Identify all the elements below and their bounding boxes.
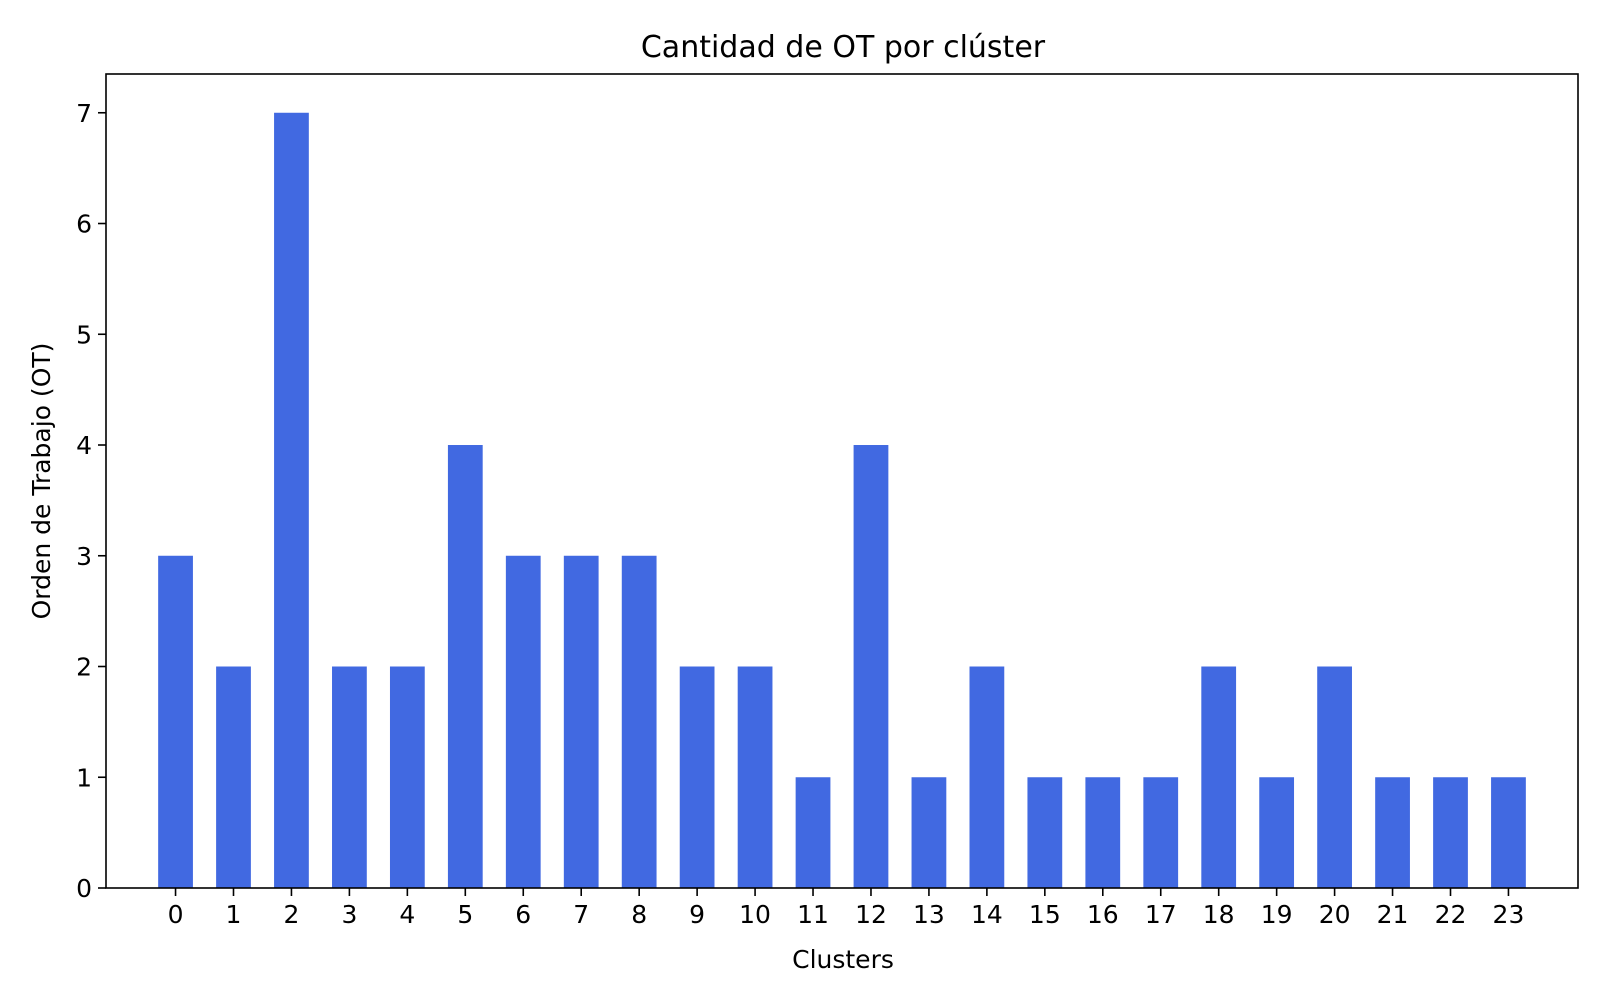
- x-tick-label: 22: [1435, 900, 1467, 929]
- bar-cluster-17: [1143, 777, 1179, 888]
- x-tick-label: 3: [341, 900, 357, 929]
- bar-cluster-23: [1491, 777, 1526, 888]
- bar-cluster-6: [505, 555, 541, 888]
- bar-cluster-9: [679, 666, 715, 888]
- bar-cluster-18: [1201, 666, 1237, 888]
- x-tick-label: 1: [226, 900, 242, 929]
- x-tick-label: 20: [1319, 900, 1351, 929]
- x-tick-label: 21: [1377, 900, 1409, 929]
- y-tick-label: 1: [76, 763, 92, 792]
- bar-cluster-5: [447, 445, 483, 888]
- bar-cluster-2: [274, 112, 309, 888]
- bar-cluster-15: [1027, 777, 1063, 888]
- bar-cluster-8: [621, 555, 657, 888]
- x-tick-label: 15: [1029, 900, 1061, 929]
- x-tick-label: 13: [913, 900, 945, 929]
- x-tick-label: 23: [1493, 900, 1525, 929]
- x-tick-label: 5: [457, 900, 473, 929]
- x-tick-label: 0: [168, 900, 184, 929]
- bar-cluster-16: [1085, 777, 1121, 888]
- chart-title: Cantidad de OT por clúster: [641, 30, 1046, 65]
- x-tick-label: 10: [739, 900, 771, 929]
- bar-cluster-12: [853, 445, 889, 888]
- x-axis: 0 1 2 3 4 5 6 7 8 9 10 11 12 13 14 15 16 17 18 19 20 21 22 23: [168, 888, 1525, 929]
- bar-cluster-0: [158, 555, 193, 888]
- bar-cluster-1: [216, 666, 251, 888]
- x-tick-label: 18: [1203, 900, 1235, 929]
- x-tick-label: 11: [797, 900, 829, 929]
- bar-cluster-10: [737, 666, 773, 888]
- x-tick-label: 9: [689, 900, 705, 929]
- plot-area-frame: [105, 73, 1579, 889]
- bars-layer: [158, 112, 1526, 888]
- y-tick-label: 7: [76, 99, 92, 128]
- y-tick-label: 5: [76, 320, 92, 349]
- bar-cluster-3: [332, 666, 367, 888]
- x-tick-label: 19: [1261, 900, 1293, 929]
- bar-cluster-22: [1433, 777, 1468, 888]
- bar-cluster-19: [1259, 777, 1295, 888]
- x-tick-label: 8: [631, 900, 647, 929]
- bar-cluster-21: [1375, 777, 1410, 888]
- x-axis-label: Clusters: [792, 945, 894, 974]
- bar-cluster-13: [911, 777, 947, 888]
- bar-cluster-11: [795, 777, 831, 888]
- y-tick-label: 4: [76, 431, 92, 460]
- x-tick-label: 16: [1087, 900, 1119, 929]
- x-tick-label: 12: [855, 900, 887, 929]
- x-tick-label: 4: [399, 900, 415, 929]
- x-tick-label: 17: [1145, 900, 1177, 929]
- y-tick-label: 0: [76, 874, 92, 903]
- bar-cluster-4: [389, 666, 425, 888]
- x-tick-label: 7: [573, 900, 589, 929]
- y-tick-label: 2: [76, 653, 92, 682]
- y-axis: 0 1 2 3 4 5 6 7: [76, 99, 106, 903]
- x-tick-label: 2: [283, 900, 299, 929]
- x-tick-label: 14: [971, 900, 1003, 929]
- y-axis-label: Orden de Trabajo (OT): [27, 343, 56, 620]
- bar-cluster-7: [563, 555, 599, 888]
- bar-cluster-20: [1317, 666, 1352, 888]
- y-tick-label: 3: [76, 542, 92, 571]
- y-tick-label: 6: [76, 210, 92, 239]
- x-tick-label: 6: [515, 900, 531, 929]
- bar-cluster-14: [969, 666, 1005, 888]
